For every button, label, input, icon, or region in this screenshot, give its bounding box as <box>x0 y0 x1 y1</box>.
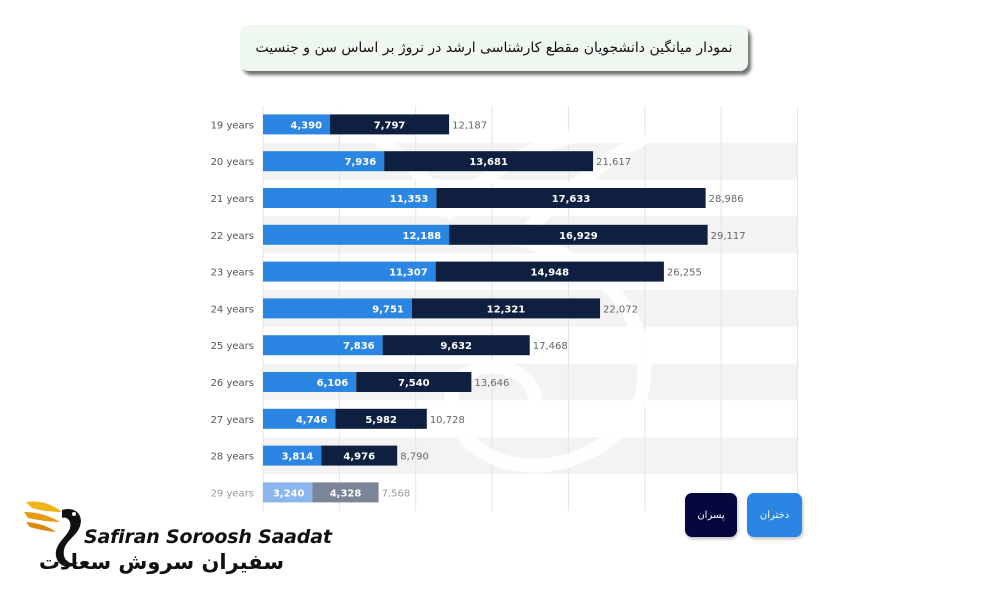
total-label: 8,790 <box>400 452 429 463</box>
bar-girls[interactable] <box>263 114 331 135</box>
total-label: 12,187 <box>452 120 487 131</box>
bar-boys[interactable] <box>411 298 601 319</box>
value-label-boys: 14,948 <box>530 268 569 279</box>
bar-girls[interactable] <box>263 445 322 466</box>
value-label-girls: 7,936 <box>345 157 377 168</box>
category-label: 19 years <box>211 120 254 131</box>
value-label-boys: 7,540 <box>398 378 430 389</box>
phoenix-logo-icon <box>24 501 81 567</box>
total-label: 28,986 <box>709 194 744 205</box>
value-label-boys: 12,321 <box>487 304 526 315</box>
value-label-boys: 13,681 <box>469 157 508 168</box>
total-label: 21,617 <box>596 157 631 168</box>
bar-boys[interactable] <box>335 408 427 429</box>
bar-boys[interactable] <box>312 482 379 503</box>
value-label-boys: 16,929 <box>559 231 598 242</box>
bar-boys[interactable] <box>449 224 708 245</box>
category-label: 25 years <box>211 341 254 352</box>
legend-girls-button[interactable]: دختران <box>747 493 802 537</box>
value-label-girls: 3,240 <box>273 488 305 499</box>
bar-boys[interactable] <box>382 335 530 356</box>
bar-girls[interactable] <box>263 151 385 172</box>
value-label-boys: 9,632 <box>440 341 472 352</box>
category-label: 24 years <box>211 304 254 315</box>
bar-boys[interactable] <box>435 261 664 282</box>
bar-girls[interactable] <box>263 188 437 208</box>
bar-boys[interactable] <box>321 445 398 466</box>
value-label-girls: 4,746 <box>296 415 328 426</box>
bar-girls[interactable] <box>263 224 450 245</box>
bar-girls[interactable] <box>263 298 412 319</box>
value-label-boys: 7,797 <box>374 120 406 131</box>
value-label-girls: 9,751 <box>372 304 404 315</box>
bar-boys[interactable] <box>330 114 450 135</box>
chart-title-box: نمودار میانگین دانشجویان مقطع کارشناسی ا… <box>240 25 748 71</box>
category-label: 29 years <box>211 488 254 499</box>
bar-boys[interactable] <box>356 372 472 392</box>
value-label-boys: 4,328 <box>330 488 362 499</box>
legend-boys-button[interactable]: پسران <box>685 493 737 537</box>
total-label: 22,072 <box>603 304 638 315</box>
value-label-girls: 3,814 <box>282 452 314 463</box>
legend-girls-label: دختران <box>759 509 790 521</box>
legend-boys-label: پسران <box>697 509 725 521</box>
value-label-girls: 11,307 <box>389 268 428 279</box>
category-label: 23 years <box>211 268 254 279</box>
category-label: 22 years <box>211 231 254 242</box>
category-label: 28 years <box>211 452 254 463</box>
category-label: 21 years <box>211 194 254 205</box>
value-label-girls: 7,836 <box>343 341 375 352</box>
value-label-girls: 4,390 <box>290 120 322 131</box>
total-label: 7,568 <box>382 488 411 499</box>
bar-girls[interactable] <box>263 261 436 282</box>
bar-girls[interactable] <box>263 335 383 356</box>
total-label: 26,255 <box>667 268 702 279</box>
value-label-girls: 12,188 <box>403 231 442 242</box>
bar-boys[interactable] <box>384 151 594 172</box>
watermark-swirl <box>293 88 654 473</box>
total-label: 29,117 <box>711 231 746 242</box>
value-label-girls: 11,353 <box>390 194 429 205</box>
category-label: 27 years <box>211 415 254 426</box>
value-label-girls: 6,106 <box>317 378 349 389</box>
value-label-boys: 5,982 <box>365 415 397 426</box>
value-label-boys: 17,633 <box>552 194 591 205</box>
bar-boys[interactable] <box>436 188 706 208</box>
chart-title: نمودار میانگین دانشجویان مقطع کارشناسی ا… <box>255 40 733 56</box>
logo-latin-text: Safiran Soroosh Saadat <box>84 526 332 548</box>
category-label: 20 years <box>211 157 254 168</box>
bar-girls[interactable] <box>263 372 357 392</box>
company-logo: Safiran Soroosh Saadat سفیران سروش سعادت <box>22 492 332 582</box>
total-label: 10,728 <box>430 415 465 426</box>
bar-girls[interactable] <box>263 408 336 429</box>
value-label-boys: 4,976 <box>343 452 375 463</box>
logo-persian-text: سفیران سروش سعادت <box>38 550 284 574</box>
total-label: 13,646 <box>474 378 509 389</box>
total-label: 17,468 <box>533 341 568 352</box>
category-label: 26 years <box>211 378 254 389</box>
bar-girls[interactable] <box>263 482 313 503</box>
